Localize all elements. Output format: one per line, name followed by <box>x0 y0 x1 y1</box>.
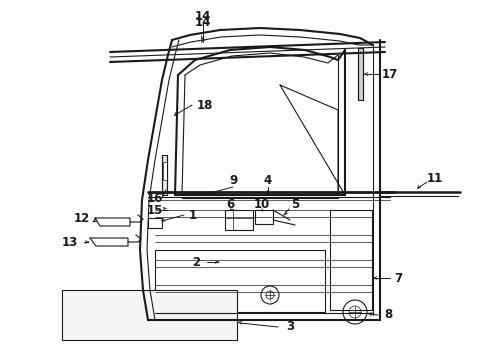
Text: 1: 1 <box>189 208 197 221</box>
Polygon shape <box>90 238 128 246</box>
Polygon shape <box>95 218 130 226</box>
Bar <box>225 210 253 230</box>
Bar <box>162 155 167 195</box>
Text: 6: 6 <box>226 198 234 211</box>
Text: 11: 11 <box>427 171 443 185</box>
Text: 13: 13 <box>62 235 78 248</box>
Text: 16: 16 <box>147 192 163 204</box>
Text: 9: 9 <box>229 174 237 186</box>
Text: 18: 18 <box>197 99 213 112</box>
Text: 4: 4 <box>264 174 272 186</box>
Bar <box>255 210 273 224</box>
Bar <box>62 290 237 340</box>
Bar <box>148 218 162 228</box>
Text: 12: 12 <box>74 212 90 225</box>
Text: 2: 2 <box>192 256 200 269</box>
Text: 8: 8 <box>384 309 392 321</box>
Bar <box>155 250 325 312</box>
Text: 14: 14 <box>195 9 211 23</box>
Text: 5: 5 <box>291 198 299 211</box>
Text: 17: 17 <box>382 68 398 81</box>
Text: 7: 7 <box>394 271 402 284</box>
Text: 3: 3 <box>286 320 294 333</box>
Text: 14: 14 <box>195 15 211 28</box>
Text: 10: 10 <box>254 198 270 211</box>
Text: 15: 15 <box>147 203 163 216</box>
Bar <box>358 48 363 100</box>
Bar <box>163 162 167 180</box>
